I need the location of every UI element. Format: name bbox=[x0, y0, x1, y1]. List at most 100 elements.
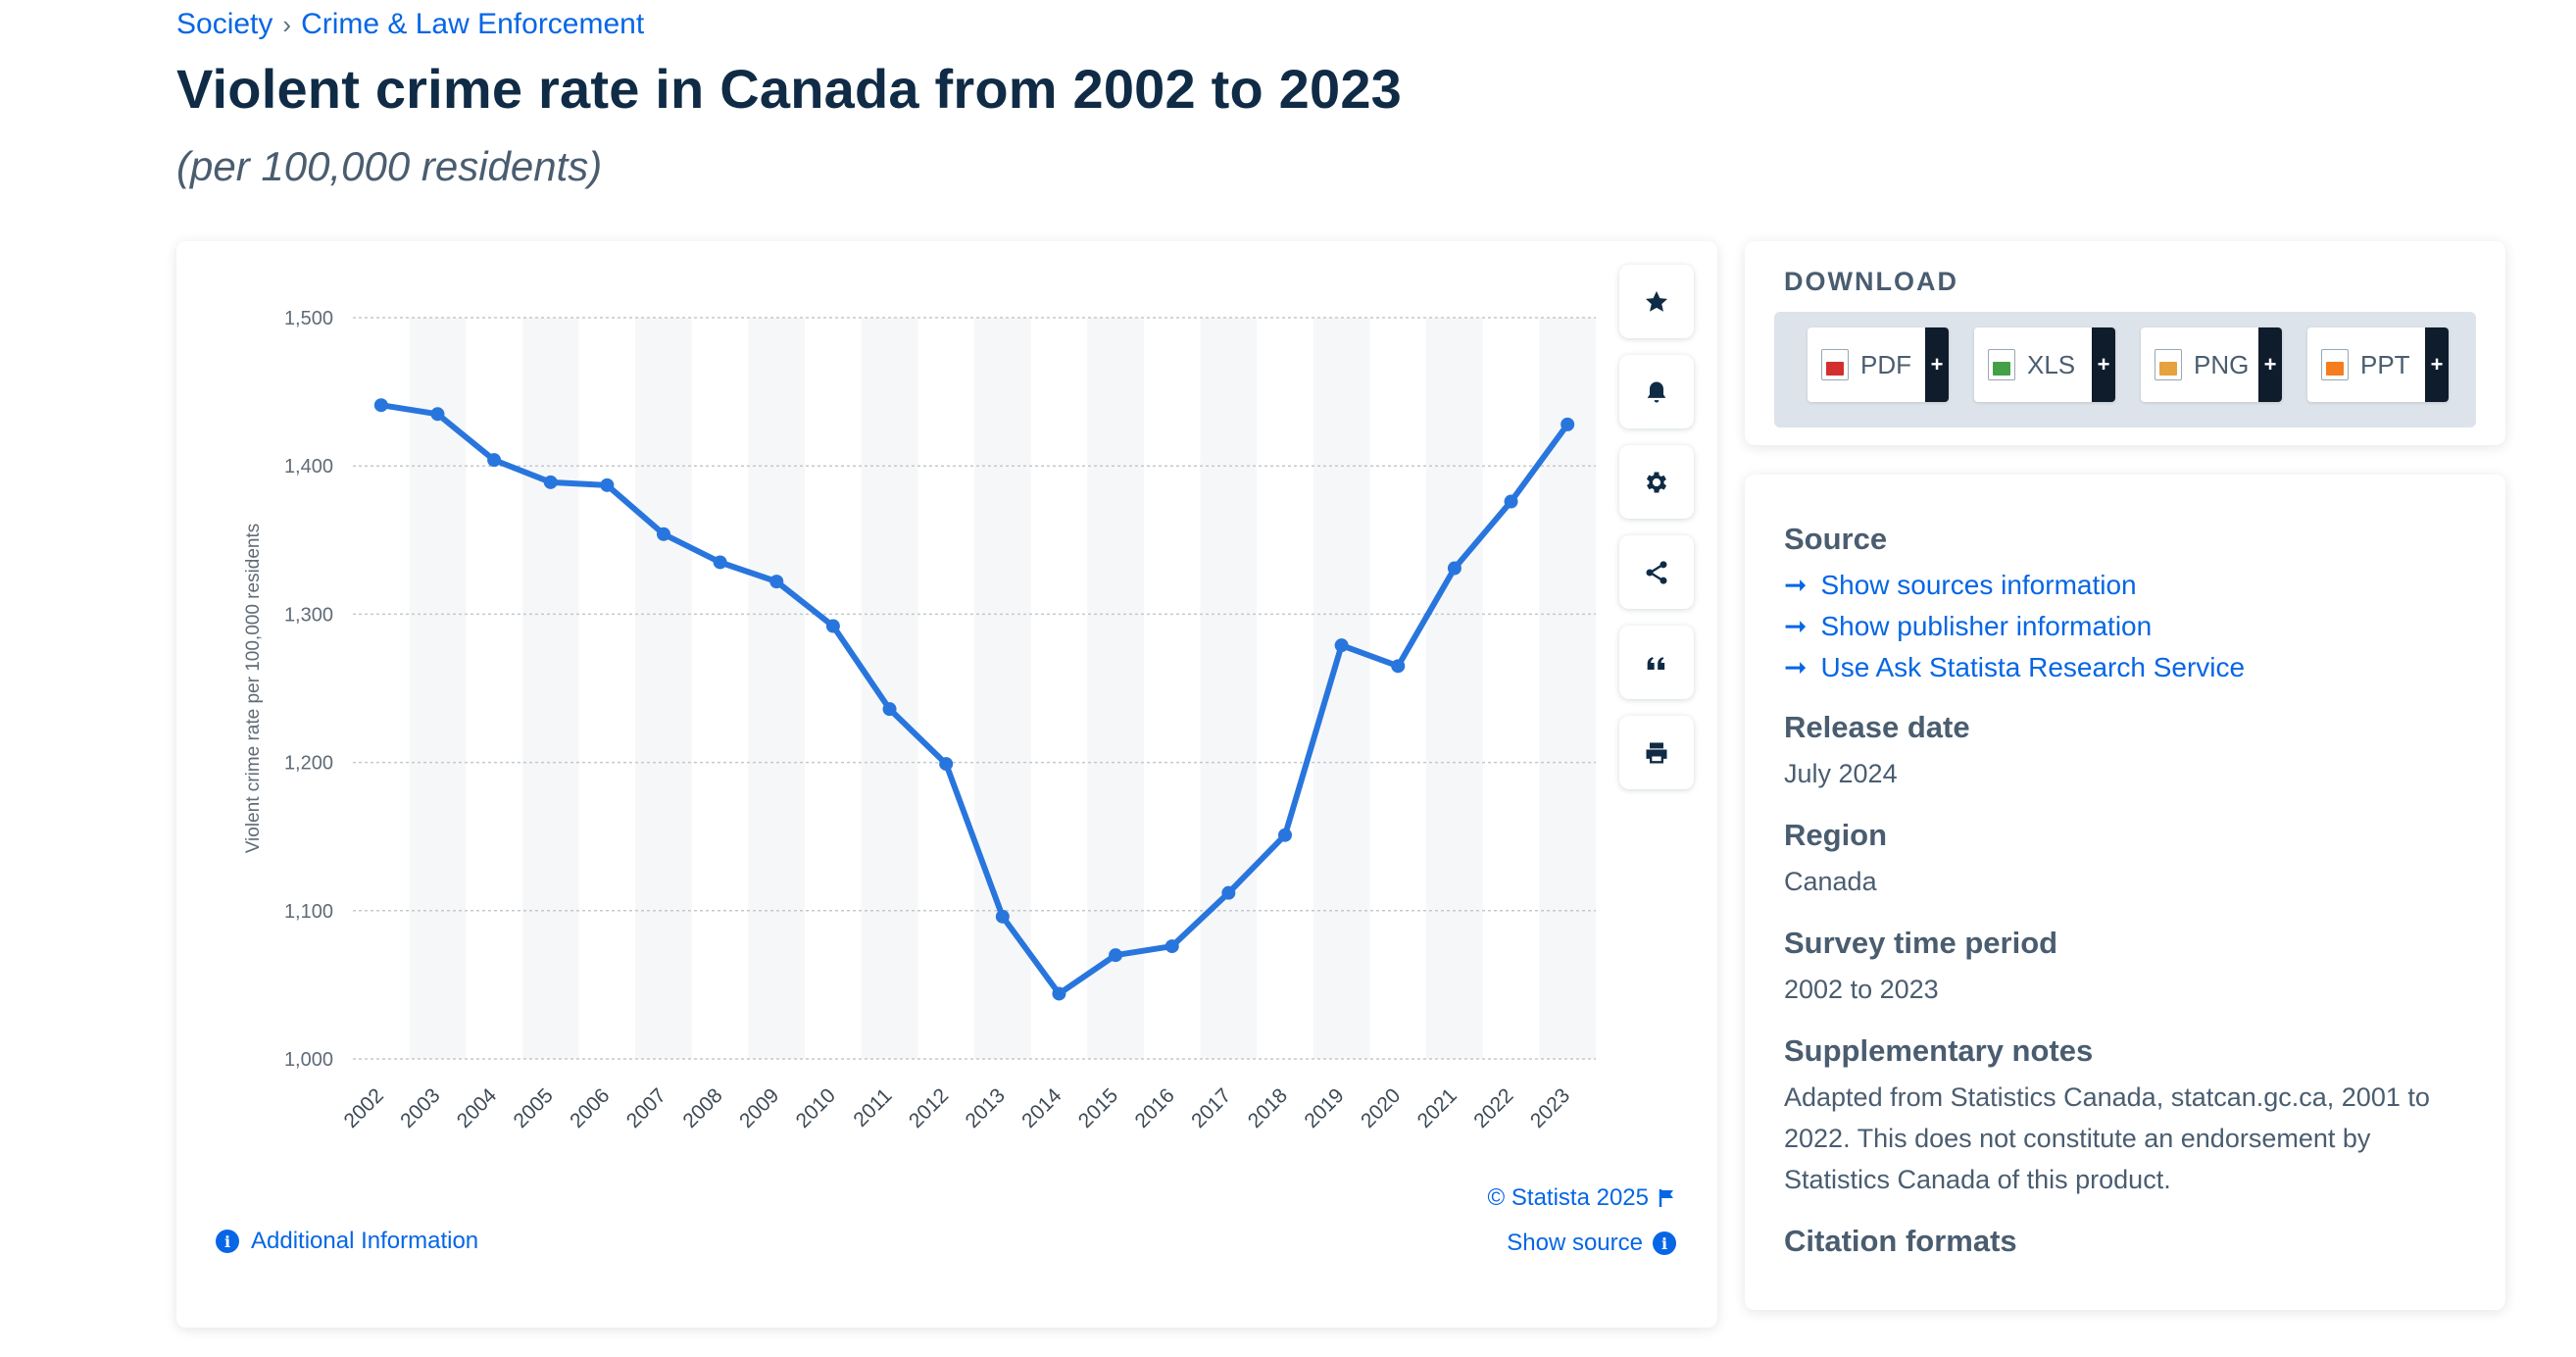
data-point bbox=[713, 555, 727, 570]
download-png-label: PNG bbox=[2194, 349, 2250, 379]
show-source-text: Show source bbox=[1507, 1230, 1643, 1256]
data-point bbox=[939, 757, 954, 772]
bell-icon bbox=[1647, 381, 1666, 402]
plot-band bbox=[1200, 318, 1258, 1059]
data-point bbox=[657, 527, 670, 541]
x-tick-label: 2018 bbox=[1244, 1084, 1292, 1132]
notes-value: Adapted from Statistics Canada, statcan.… bbox=[1784, 1082, 2430, 1194]
notification-button[interactable] bbox=[1619, 355, 1694, 428]
chart-card: 1,000 1,100 1,200 1,300 1,400 1,500 Violent cr… bbox=[176, 241, 1717, 1328]
download-pdf-button[interactable]: PDF + bbox=[1808, 327, 1949, 402]
x-tick-label: 2019 bbox=[1300, 1084, 1348, 1132]
x-tick-label: 2020 bbox=[1357, 1084, 1405, 1132]
share-button[interactable] bbox=[1619, 535, 1694, 609]
plus-icon: + bbox=[2258, 327, 2282, 402]
download-xls-button[interactable]: XLS + bbox=[1974, 327, 2115, 402]
x-tick-label: 2007 bbox=[622, 1084, 670, 1132]
citation-section: Citation formats bbox=[1784, 1224, 2017, 1259]
show-publisher-link[interactable]: ➞ Show publisher information bbox=[1784, 606, 2245, 647]
show-source-link[interactable]: Show source i bbox=[1507, 1230, 1676, 1257]
info-icon: i bbox=[1653, 1231, 1676, 1255]
plot-band bbox=[1539, 318, 1596, 1059]
chart: 1,000 1,100 1,200 1,300 1,400 1,500 Violent cr… bbox=[243, 308, 1596, 1133]
breadcrumb-society[interactable]: Society bbox=[176, 8, 273, 40]
data-point bbox=[1391, 659, 1406, 674]
x-tick-label: 2014 bbox=[1017, 1084, 1066, 1133]
plot-band bbox=[409, 318, 467, 1059]
download-ppt-button[interactable]: PPT + bbox=[2307, 327, 2449, 402]
data-point bbox=[825, 619, 840, 633]
quote-icon bbox=[1647, 656, 1665, 670]
pdf-file-icon bbox=[1821, 349, 1849, 380]
release-heading: Release date bbox=[1784, 710, 1970, 744]
x-tick-label: 2004 bbox=[453, 1084, 502, 1133]
source-section: Source ➞ Show sources information ➞ Show p… bbox=[1784, 522, 2245, 688]
plus-icon: + bbox=[2092, 327, 2115, 402]
star-icon bbox=[1645, 290, 1668, 312]
show-publisher-text: Show publisher information bbox=[1820, 611, 2153, 641]
ask-statista-text: Use Ask Statista Research Service bbox=[1820, 652, 2246, 682]
ask-statista-link[interactable]: ➞ Use Ask Statista Research Service bbox=[1784, 647, 2245, 688]
citation-heading[interactable]: Citation formats bbox=[1784, 1224, 2017, 1258]
data-point bbox=[1221, 885, 1236, 900]
arrow-right-icon: ➞ bbox=[1784, 611, 1808, 641]
share-icon bbox=[1646, 560, 1667, 584]
additional-info-link[interactable]: i Additional Information bbox=[216, 1228, 478, 1255]
data-point bbox=[373, 398, 388, 413]
notes-section: Supplementary notes Adapted from Statist… bbox=[1784, 1033, 2470, 1200]
download-xls-label: XLS bbox=[2027, 349, 2076, 379]
download-strip: PDF + XLS + PNG + PPT + bbox=[1774, 312, 2476, 427]
data-point bbox=[1334, 638, 1349, 653]
data-point bbox=[769, 575, 784, 589]
data-point bbox=[1052, 986, 1066, 1001]
period-section: Survey time period 2002 to 2023 bbox=[1784, 926, 2057, 1010]
print-icon bbox=[1646, 742, 1667, 763]
y-axis-title: Violent crime rate per 100,000 residents bbox=[243, 524, 264, 854]
data-point bbox=[487, 453, 502, 468]
favorite-button[interactable] bbox=[1619, 265, 1694, 338]
x-tick-label: 2009 bbox=[735, 1084, 783, 1132]
plot-band bbox=[1426, 318, 1483, 1059]
print-button[interactable] bbox=[1619, 716, 1694, 789]
settings-button[interactable] bbox=[1619, 445, 1694, 519]
x-tick-label: 2010 bbox=[792, 1084, 840, 1132]
download-png-button[interactable]: PNG + bbox=[2141, 327, 2282, 402]
x-tick-label: 2017 bbox=[1187, 1084, 1235, 1132]
credit-text: © Statista 2025 bbox=[1487, 1184, 1649, 1211]
ppt-file-icon bbox=[2321, 349, 2349, 380]
x-tick-label: 2012 bbox=[905, 1084, 953, 1132]
plot-band bbox=[974, 318, 1031, 1059]
data-point bbox=[882, 702, 897, 717]
png-file-icon bbox=[2155, 349, 2182, 380]
y-tick-label: 1,400 bbox=[284, 456, 333, 477]
y-tick-label: 1,200 bbox=[284, 753, 333, 775]
page-subtitle: (per 100,000 residents) bbox=[176, 143, 603, 189]
flag-icon bbox=[1659, 1189, 1673, 1207]
arrow-right-icon: ➞ bbox=[1784, 652, 1808, 682]
statista-credit[interactable]: © Statista 2025 bbox=[1488, 1184, 1676, 1212]
region-value: Canada bbox=[1784, 867, 1877, 896]
y-tick-label: 1,500 bbox=[284, 308, 333, 329]
x-tick-label: 2023 bbox=[1526, 1084, 1574, 1132]
y-tick-label: 1,000 bbox=[284, 1049, 333, 1071]
plot-band bbox=[1313, 318, 1370, 1059]
x-tick-label: 2005 bbox=[509, 1084, 557, 1132]
info-card: Source ➞ Show sources information ➞ Show p… bbox=[1745, 475, 2505, 1310]
plot-band bbox=[861, 318, 918, 1059]
x-tick-label: 2003 bbox=[396, 1084, 444, 1132]
x-tick-label: 2006 bbox=[566, 1084, 614, 1132]
arrow-right-icon: ➞ bbox=[1784, 570, 1808, 600]
x-tick-label: 2022 bbox=[1469, 1084, 1517, 1132]
show-sources-link[interactable]: ➞ Show sources information bbox=[1784, 565, 2245, 606]
breadcrumb-crime-law[interactable]: Crime & Law Enforcement bbox=[301, 8, 645, 40]
download-title: DOWNLOAD bbox=[1784, 267, 1958, 296]
release-section: Release date July 2024 bbox=[1784, 710, 1970, 794]
download-card: DOWNLOAD PDF + XLS + PNG + PPT + bbox=[1745, 241, 2505, 445]
period-heading: Survey time period bbox=[1784, 926, 2058, 960]
source-heading: Source bbox=[1784, 522, 1888, 556]
data-point bbox=[543, 475, 558, 489]
x-tick-label: 2011 bbox=[849, 1084, 896, 1131]
cite-button[interactable] bbox=[1619, 626, 1694, 699]
plus-icon: + bbox=[1925, 327, 1949, 402]
data-point bbox=[1278, 828, 1292, 842]
